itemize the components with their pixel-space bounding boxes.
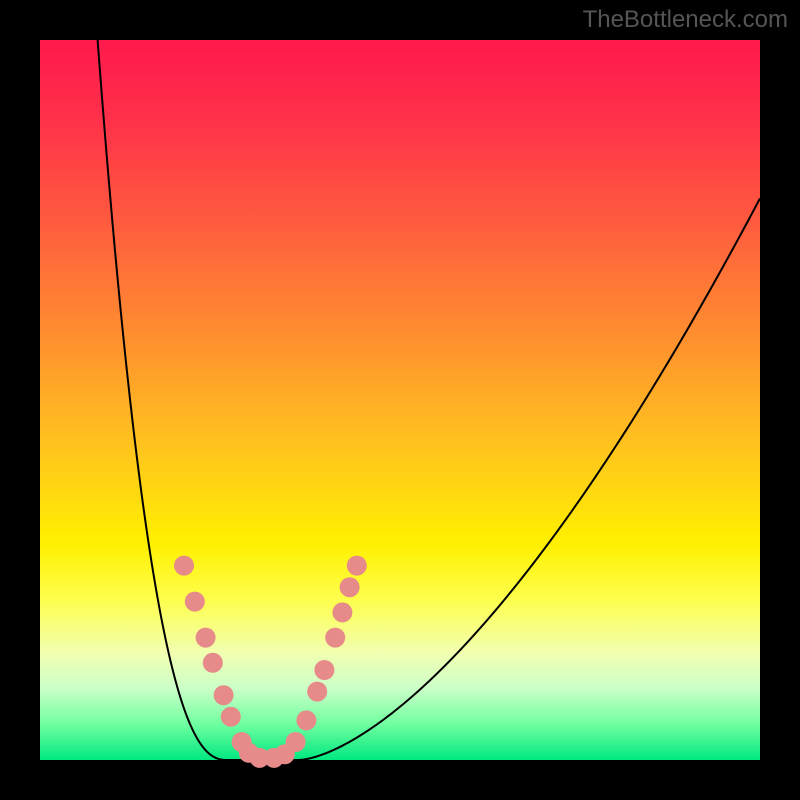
data-marker xyxy=(174,556,194,576)
chart-container: TheBottleneck.com xyxy=(0,0,800,800)
bottleneck-chart xyxy=(0,0,800,800)
data-marker xyxy=(314,660,334,680)
data-marker xyxy=(185,592,205,612)
data-marker xyxy=(347,556,367,576)
data-marker xyxy=(286,732,306,752)
data-marker xyxy=(203,653,223,673)
data-marker xyxy=(196,628,216,648)
data-marker xyxy=(214,685,234,705)
data-marker xyxy=(296,710,316,730)
plot-background xyxy=(40,40,760,760)
data-marker xyxy=(340,577,360,597)
watermark-text: TheBottleneck.com xyxy=(583,6,788,34)
data-marker xyxy=(307,682,327,702)
data-marker xyxy=(332,602,352,622)
data-marker xyxy=(325,628,345,648)
data-marker xyxy=(221,707,241,727)
